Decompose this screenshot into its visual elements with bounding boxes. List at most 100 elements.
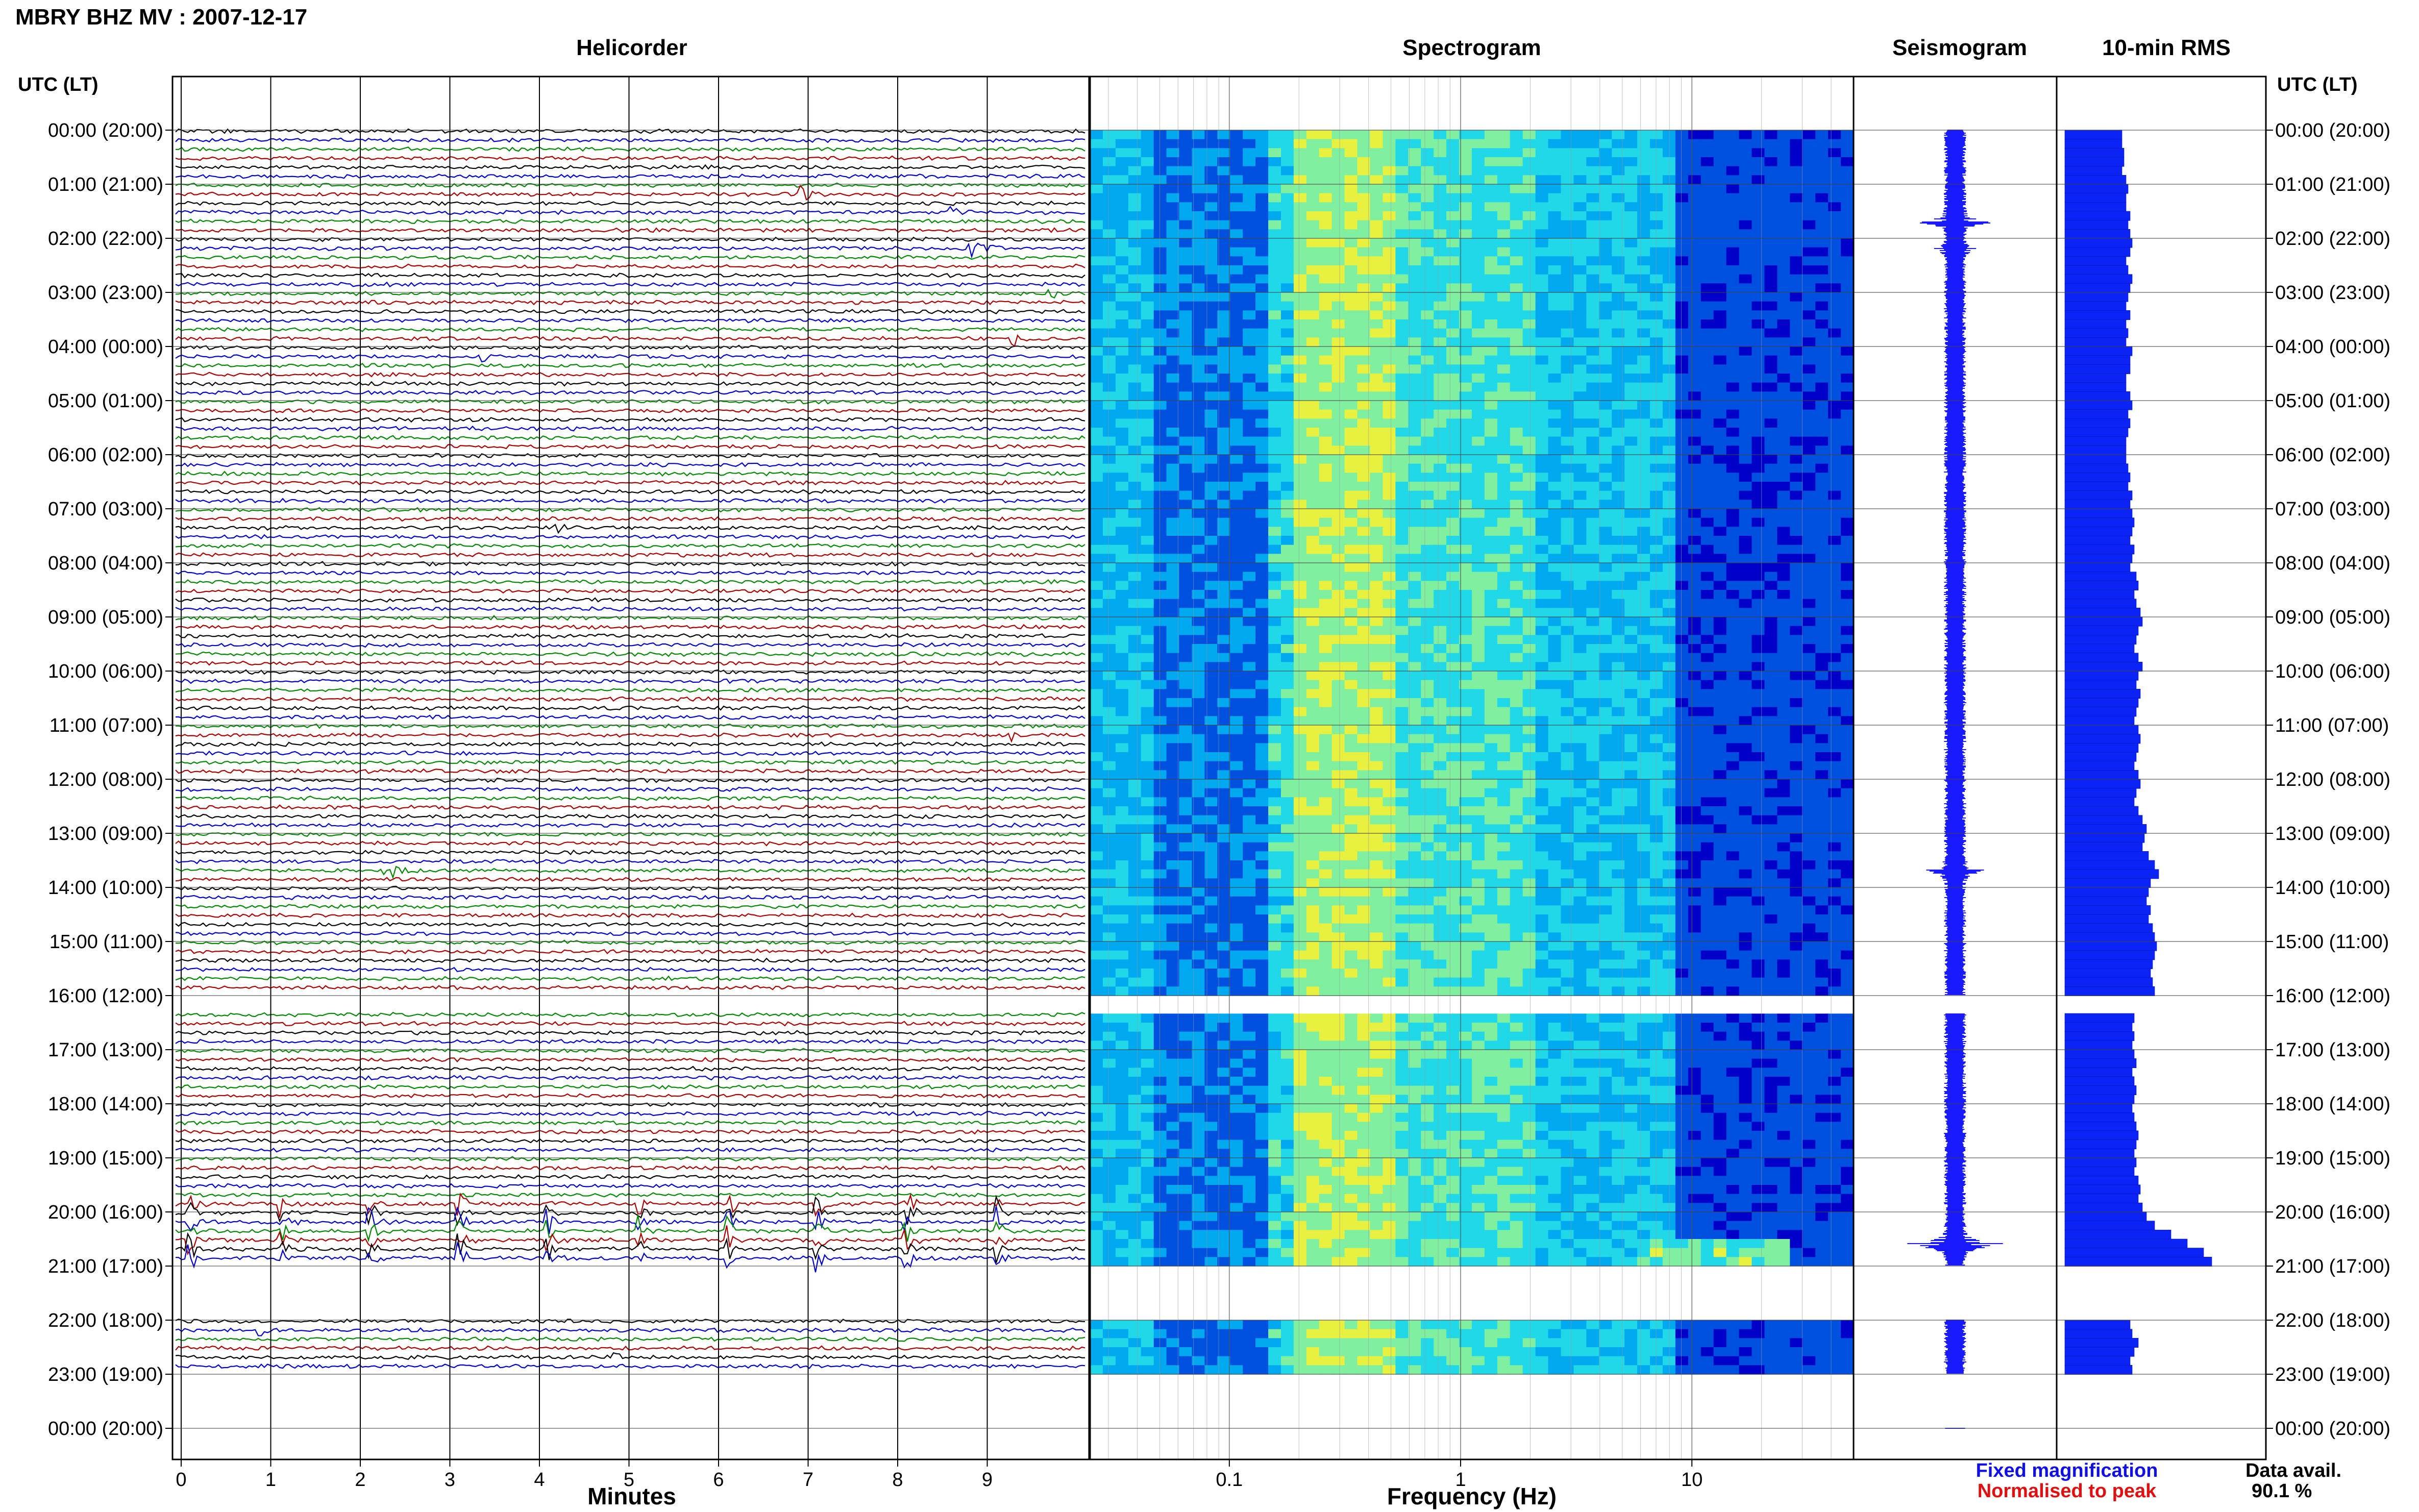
helicorder-trace: [175, 1232, 1085, 1263]
helicorder-trace: [175, 272, 1085, 279]
spectrogram-cell: [1777, 608, 1791, 617]
spectrogram-cell: [1243, 689, 1256, 699]
spectrogram-cell: [1599, 544, 1612, 554]
spectrogram-cell: [1548, 617, 1562, 627]
spectrogram-cell: [1115, 274, 1129, 284]
spectrogram-cell: [1739, 428, 1752, 437]
spectrogram-cell: [1141, 473, 1154, 482]
spectrogram-cell: [1446, 238, 1460, 248]
spectrogram-cell: [1306, 617, 1320, 627]
spectrogram-cell: [1586, 770, 1600, 780]
spectrogram-cell: [1612, 734, 1625, 743]
spectrogram-cell: [1688, 482, 1701, 491]
spectrogram-cell: [1828, 274, 1841, 284]
spectrogram-cell: [1166, 409, 1180, 419]
spectrogram-cell: [1688, 310, 1701, 320]
spectrogram-cell: [1573, 788, 1587, 798]
spectrogram-cell: [1612, 256, 1625, 266]
spectrogram-cell: [1255, 256, 1269, 266]
helicorder-trace: [175, 516, 1085, 522]
spectrogram-cell: [1764, 319, 1778, 329]
spectrogram-cell: [1764, 725, 1778, 735]
spectrogram-cell: [1344, 355, 1358, 365]
spectrogram-cell: [1777, 617, 1791, 627]
spectrogram-cell: [1624, 608, 1638, 617]
spectrogram-cell: [1484, 644, 1498, 654]
spectrogram-cell: [1510, 644, 1523, 654]
spectrogram-cell: [1522, 202, 1536, 212]
spectrogram-cell: [1090, 779, 1103, 789]
spectrogram-cell: [1141, 283, 1154, 293]
spectrogram-cell: [1612, 563, 1625, 573]
spectrogram-cell: [1484, 184, 1498, 194]
spectrogram-cell: [1815, 779, 1829, 789]
spectrogram-cell: [1599, 220, 1612, 230]
spectrogram-cell: [1561, 743, 1574, 753]
spectrogram-cell: [1293, 355, 1307, 365]
spectrogram-cell: [1319, 211, 1332, 221]
spectrogram-cell: [1446, 725, 1460, 735]
spectrogram-cell: [1128, 238, 1142, 248]
spectrogram-cell: [1700, 166, 1714, 176]
spectrogram-cell: [1612, 842, 1625, 852]
spectrogram-cell: [1688, 328, 1701, 338]
spectrogram-cell: [1510, 436, 1523, 446]
spectrogram-cell: [1573, 409, 1587, 419]
spectrogram-cell: [1230, 563, 1243, 573]
spectrogram-cell: [1434, 842, 1447, 852]
spectrogram-cell: [1726, 644, 1740, 654]
spectrogram-cell: [1153, 139, 1167, 148]
spectrogram-cell: [1675, 301, 1689, 311]
spectrogram-cell: [1522, 806, 1536, 816]
spectrogram-cell: [1612, 265, 1625, 275]
spectrogram-cell: [1204, 770, 1218, 780]
spectrogram-cell: [1700, 157, 1714, 167]
spectrogram-cell: [1688, 130, 1701, 140]
spectrogram-cell: [1268, 382, 1281, 392]
spectrogram-cell: [1128, 364, 1142, 374]
spectrogram-cell: [1790, 842, 1803, 852]
spectrogram-cell: [1535, 256, 1549, 266]
spectrogram-cell: [1421, 310, 1434, 320]
spectrogram-cell: [1192, 626, 1205, 635]
spectrogram-cell: [1293, 698, 1307, 708]
spectrogram-cell: [1612, 428, 1625, 437]
spectrogram-cell: [1828, 364, 1841, 374]
spectrogram-cell: [1153, 554, 1167, 563]
spectrogram-cell: [1624, 770, 1638, 780]
spectrogram-cell: [1115, 463, 1129, 473]
spectrogram-cell: [1446, 761, 1460, 771]
spectrogram-cell: [1573, 626, 1587, 635]
spectrogram-cell: [1803, 418, 1816, 428]
spectrogram-cell: [1434, 815, 1447, 825]
spectrogram-cell: [1357, 662, 1371, 672]
spectrogram-cell: [1688, 617, 1701, 627]
spectrogram-cell: [1395, 346, 1409, 356]
spectrogram-cell: [1128, 572, 1142, 581]
spectrogram-cell: [1357, 635, 1371, 645]
spectrogram-cell: [1522, 779, 1536, 789]
spectrogram-cell: [1713, 238, 1727, 248]
spectrogram-cell: [1472, 608, 1485, 617]
spectrogram-cell: [1841, 815, 1854, 825]
spectrogram-cell: [1535, 680, 1549, 689]
spectrogram-cell: [1624, 617, 1638, 627]
spectrogram-cell: [1243, 509, 1256, 518]
spectrogram-cell: [1751, 184, 1765, 194]
spectrogram-cell: [1484, 599, 1498, 608]
spectrogram-cell: [1268, 220, 1281, 230]
spectrogram-cell: [1751, 842, 1765, 852]
spectrogram-cell: [1357, 797, 1371, 807]
spectrogram-cell: [1739, 319, 1752, 329]
spectrogram-cell: [1230, 355, 1243, 365]
spectrogram-cell: [1293, 374, 1307, 383]
spectrogram-cell: [1777, 770, 1791, 780]
spectrogram-cell: [1739, 752, 1752, 762]
spectrogram-cell: [1803, 517, 1816, 527]
spectrogram-cell: [1484, 680, 1498, 689]
spectrogram-cell: [1331, 824, 1345, 834]
spectrogram-cell: [1510, 319, 1523, 329]
spectrogram-cell: [1497, 401, 1511, 410]
spectrogram-cell: [1726, 500, 1740, 509]
spectrogram-cell: [1090, 824, 1103, 834]
